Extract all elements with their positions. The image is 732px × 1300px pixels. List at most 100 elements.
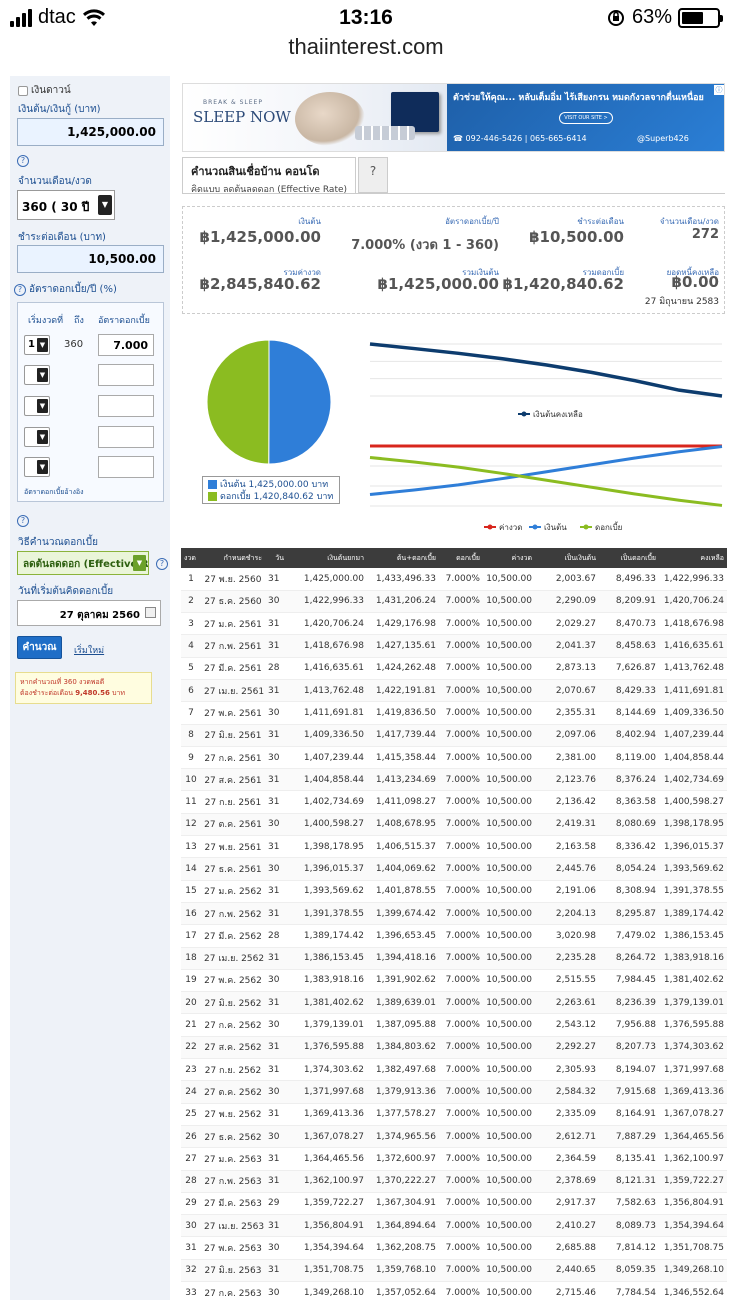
calculate-button[interactable]: คำนวณ: [17, 636, 62, 659]
rate-col-to: ถึง: [74, 316, 84, 326]
rate-input[interactable]: [98, 395, 154, 417]
rate-start-select[interactable]: 1 ▼: [24, 335, 50, 355]
table-cell: 1,404,858.44: [659, 746, 727, 770]
table-cell: 10,500.00: [483, 857, 535, 881]
help-icon[interactable]: ?: [17, 155, 29, 167]
table-cell: 10,500.00: [483, 1192, 535, 1216]
help-icon[interactable]: ?: [14, 283, 26, 296]
table-cell: 1,417,739.44: [367, 724, 439, 747]
ad-banner[interactable]: BREAK & SLEEP SLEEP NOW ตัวช่วยให้คุณ...…: [182, 83, 725, 152]
table-cell: 27 พ.ค. 2561: [201, 701, 265, 725]
tab-help[interactable]: ?: [358, 157, 388, 193]
table-cell: 1,371,997.68: [287, 1080, 367, 1104]
table-cell: 27 มี.ค. 2562: [201, 924, 265, 948]
table-cell: 1,407,239.44: [659, 724, 727, 747]
ad-info-icon[interactable]: ⓘ: [714, 85, 724, 95]
table-cell: 8,363.58: [599, 790, 659, 814]
rate-end-period: 360: [64, 339, 84, 350]
table-cell: 1,362,100.97: [659, 1147, 727, 1171]
ad-handle: @Superb426: [637, 134, 689, 143]
pie-slice: [206, 339, 270, 465]
reset-link[interactable]: เริ่มใหม่: [74, 646, 105, 656]
calendar-icon[interactable]: [145, 607, 156, 618]
rate-input[interactable]: 7.000: [98, 334, 154, 356]
table-cell: 11: [181, 790, 201, 814]
table-cell: 27 มี.ค. 2561: [201, 657, 265, 680]
downpayment-checkbox[interactable]: [18, 85, 28, 96]
rate-input[interactable]: [98, 426, 154, 448]
pie-chart: [206, 339, 332, 465]
table-cell: 16: [181, 902, 201, 926]
table-row: 11 27 ก.ย. 2561 31 1,402,734.69 1,411,098.27…: [181, 790, 727, 814]
rate-start-select[interactable]: ▼: [24, 396, 50, 416]
chevron-down-icon: ▼: [37, 338, 48, 352]
table-cell: 13: [181, 835, 201, 859]
term-select[interactable]: 360 ( 30 ปี ) ▼: [17, 190, 115, 220]
table-cell: 10,500.00: [483, 1147, 535, 1171]
table-cell: 8,144.69: [599, 701, 659, 725]
table-cell: 2,292.27: [535, 1036, 599, 1060]
rate-start-select[interactable]: ▼: [24, 365, 50, 385]
table-cell: 8,458.63: [599, 634, 659, 658]
table-cell: 3: [181, 612, 201, 636]
table-cell: 10,500.00: [483, 724, 535, 747]
table-cell: 2,235.28: [535, 947, 599, 970]
table-cell: 17: [181, 924, 201, 948]
table-cell: 2,612.71: [535, 1125, 599, 1149]
rate-col-start: เริ่มงวดที่: [28, 316, 64, 326]
term-label: จำนวนเดือน/งวด: [18, 176, 92, 187]
table-cell: 29: [181, 1192, 201, 1216]
legend-swatch: [208, 480, 217, 489]
table-cell: 10,500.00: [483, 790, 535, 814]
table-cell: 1,364,894.64: [367, 1214, 439, 1238]
ad-photo-person: [295, 92, 365, 146]
table-cell: 1,362,208.75: [367, 1236, 439, 1260]
table-cell: 7.000%: [439, 657, 483, 680]
table-cell: 30: [265, 590, 287, 614]
table-cell: 33: [181, 1281, 201, 1300]
table-cell: 1,413,762.48: [659, 657, 727, 680]
table-cell: 1,359,722.27: [659, 1170, 727, 1193]
ad-brand: SLEEP NOW: [193, 108, 291, 126]
ad-right-panel: ตัวช่วยให้คุณ... หลับเต็มอิ่ม ไร้เสียงกร…: [447, 84, 724, 151]
table-cell: 10,500.00: [483, 902, 535, 926]
table-cell: 28: [265, 657, 287, 680]
rate-heading: ? อัตราดอกเบี้ย/ปี (%): [14, 282, 117, 297]
table-cell: 7.000%: [439, 857, 483, 881]
downpayment-label: เงินดาวน์: [31, 85, 71, 96]
table-cell: 1,404,858.44: [287, 768, 367, 792]
tab-loan-calculator[interactable]: คำนวณสินเชื่อบ้าน คอนโด คิดแบบ ลดต้นลดดอ…: [182, 157, 356, 195]
principal-input[interactable]: 1,425,000.00: [17, 118, 164, 146]
ad-cta-button[interactable]: VISIT OUR SITE >: [559, 112, 613, 124]
table-cell: 1,404,069.62: [367, 857, 439, 881]
help-icon[interactable]: ?: [156, 558, 168, 570]
table-cell: 26: [181, 1125, 201, 1149]
startdate-input[interactable]: 27 ตุลาคม 2560: [17, 600, 161, 626]
method-select[interactable]: ลดต้นลดดอก (Effective Rate) ▼: [17, 551, 149, 575]
rate-input[interactable]: [98, 364, 154, 386]
rate-start-select[interactable]: ▼: [24, 427, 50, 447]
tab-title: คำนวณสินเชื่อบ้าน คอนโด: [191, 165, 320, 178]
table-cell: 7.000%: [439, 880, 483, 903]
table-cell: 1,354,394.64: [287, 1236, 367, 1260]
downpayment-toggle[interactable]: เงินดาวน์: [18, 83, 71, 98]
ad-left-panel: BREAK & SLEEP SLEEP NOW: [183, 84, 447, 151]
url-bar[interactable]: thaiinterest.com: [288, 34, 444, 59]
table-cell: 2: [181, 590, 201, 614]
table-cell: 2,419.31: [535, 813, 599, 837]
payment-input[interactable]: 10,500.00: [17, 245, 164, 273]
table-cell: 8,336.42: [599, 835, 659, 859]
help-icon[interactable]: ?: [17, 515, 29, 527]
rate-start-select[interactable]: ▼: [24, 457, 50, 477]
chevron-down-icon: ▼: [98, 195, 112, 215]
table-cell: 27 เม.ย. 2562: [201, 947, 265, 970]
pie-slice: [268, 339, 332, 465]
table-cell: 28: [181, 1170, 201, 1193]
chevron-down-icon: ▼: [37, 430, 48, 444]
table-cell: 1,416,635.61: [659, 634, 727, 658]
table-cell: 8,054.24: [599, 857, 659, 881]
summary-rate: 7.000% (งวด 1 - 360): [351, 238, 499, 253]
table-cell: 1,382,497.68: [367, 1058, 439, 1082]
rate-input[interactable]: [98, 456, 154, 478]
table-cell: 10,500.00: [483, 1103, 535, 1126]
